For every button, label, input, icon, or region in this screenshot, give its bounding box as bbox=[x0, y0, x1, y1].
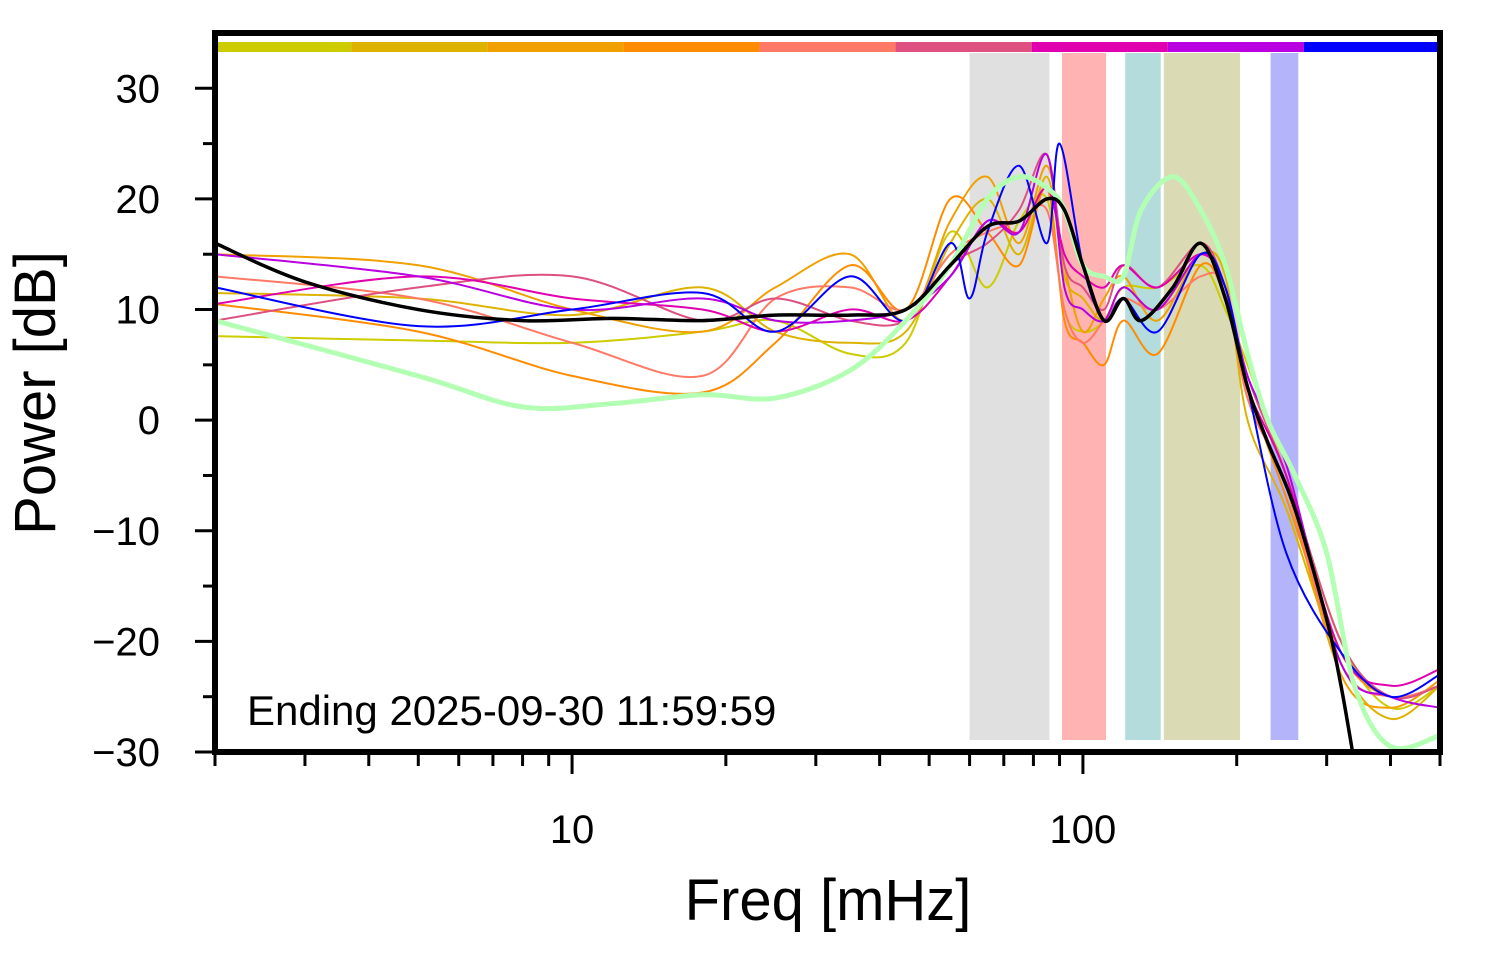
y-tick-label: 10 bbox=[116, 289, 161, 333]
color-strip-segment bbox=[215, 42, 352, 52]
frequency-band bbox=[1062, 53, 1107, 740]
y-tick-label: −10 bbox=[92, 510, 160, 554]
series-line bbox=[215, 164, 1440, 709]
frequency-band bbox=[1270, 53, 1299, 740]
y-tick-label: −20 bbox=[92, 620, 160, 664]
x-tick-label: 100 bbox=[1050, 808, 1117, 852]
mean-series-line bbox=[215, 196, 1355, 752]
series-lines bbox=[215, 142, 1440, 752]
y-axis-label: Power [dB] bbox=[3, 251, 68, 535]
annotation-text: Ending 2025-09-30 11:59:59 bbox=[247, 687, 776, 734]
color-strip-segment bbox=[1031, 42, 1168, 52]
x-axis-label: Freq [mHz] bbox=[685, 868, 972, 933]
y-tick-label: −30 bbox=[92, 731, 160, 775]
x-tick-label: 10 bbox=[550, 808, 595, 852]
series-line bbox=[215, 152, 1440, 700]
y-tick-label: 20 bbox=[116, 178, 161, 222]
color-strip-segment bbox=[351, 42, 488, 52]
color-strip-segment bbox=[623, 42, 760, 52]
plot-frame bbox=[212, 30, 1443, 755]
color-strip-segment bbox=[1167, 42, 1304, 52]
color-strip-segment bbox=[1303, 42, 1440, 52]
color-strip bbox=[215, 42, 1440, 52]
series-line bbox=[215, 204, 1440, 699]
y-tick-label: 0 bbox=[138, 399, 160, 443]
x-axis: 10 100 bbox=[213, 752, 1442, 852]
y-axis: 30 20 10 0 −10 −20 −30 bbox=[92, 67, 215, 775]
color-strip-segment bbox=[487, 42, 624, 52]
frequency-band bbox=[969, 53, 1050, 740]
frequency-band bbox=[1163, 53, 1241, 740]
color-strip-segment bbox=[895, 42, 1032, 52]
frequency-band bbox=[1125, 53, 1161, 740]
color-strip-segment bbox=[759, 42, 896, 52]
series-line bbox=[215, 193, 1440, 711]
y-tick-label: 30 bbox=[116, 67, 161, 111]
